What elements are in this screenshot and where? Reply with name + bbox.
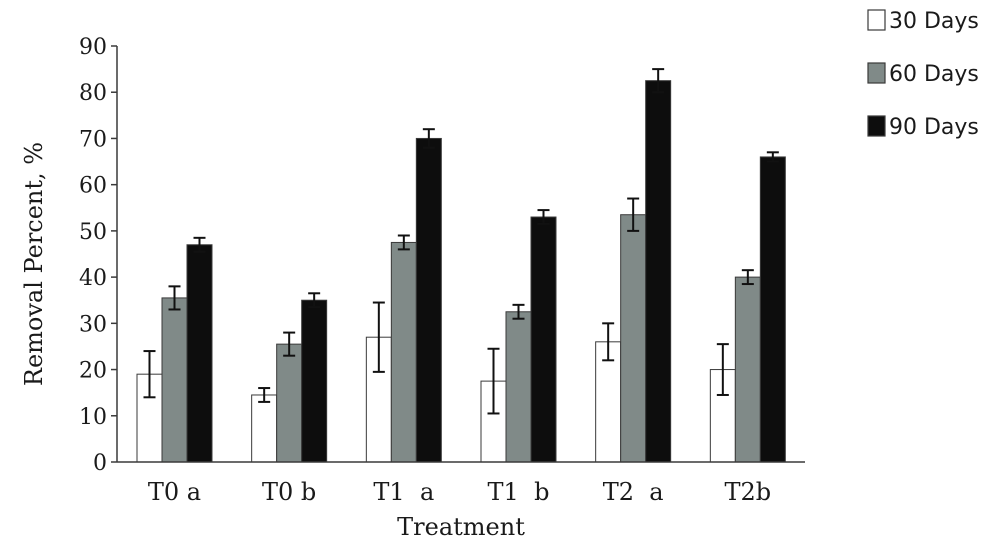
y-tick-label: 10 [79, 405, 107, 430]
error-bars [143, 68, 779, 415]
y-tick-label: 20 [79, 359, 107, 384]
y-axis-ticks: 0 10 20 30 40 50 60 70 80 90 [79, 35, 117, 476]
legend-swatch-30-days [867, 9, 886, 31]
y-tick-label: 80 [79, 81, 107, 106]
bar-90-days [301, 299, 328, 463]
x-category-label: T2 a [603, 478, 664, 506]
bar-90-days [415, 137, 442, 463]
bar-30-days [251, 394, 278, 463]
bar-90-days [645, 80, 672, 463]
x-category-label: T1 a [373, 478, 434, 506]
y-tick-label: 0 [93, 451, 107, 476]
x-category-label: T1 b [488, 478, 550, 506]
y-tick-label: 30 [79, 312, 107, 337]
y-tick-label: 60 [79, 174, 107, 199]
legend-swatch-60-days [867, 62, 886, 84]
bars [136, 80, 786, 463]
legend-label: 60 Days [889, 62, 979, 87]
x-category-label: T2b [725, 478, 772, 506]
legend-swatch-90-days [867, 115, 886, 137]
bar-90-days [530, 216, 557, 463]
bar-90-days [759, 156, 786, 463]
y-tick-label: 90 [79, 35, 107, 60]
bar-60-days [505, 311, 532, 463]
bar-60-days [734, 276, 761, 463]
x-category-label: T0 a [148, 478, 201, 506]
bar-60-days [390, 241, 417, 463]
bar-60-days [620, 214, 647, 463]
axes [116, 46, 805, 463]
bar-30-days [595, 341, 622, 463]
x-axis-categories: T0 a T0 b T1 a T1 b T2 a T2b [148, 478, 771, 506]
bar-60-days [161, 297, 188, 463]
legend: 30 Days 60 Days 90 Days [867, 9, 979, 140]
bar-60-days [276, 343, 303, 463]
bar-90-days [186, 244, 213, 463]
x-category-label: T0 b [262, 478, 316, 506]
y-tick-label: 70 [79, 127, 107, 152]
x-axis-title: Treatment [397, 513, 525, 541]
y-tick-label: 50 [79, 220, 107, 245]
y-axis-title: Removal Percent, % [20, 142, 48, 386]
y-tick-label: 40 [79, 266, 107, 291]
legend-label: 30 Days [889, 9, 979, 34]
legend-label: 90 Days [889, 115, 979, 140]
